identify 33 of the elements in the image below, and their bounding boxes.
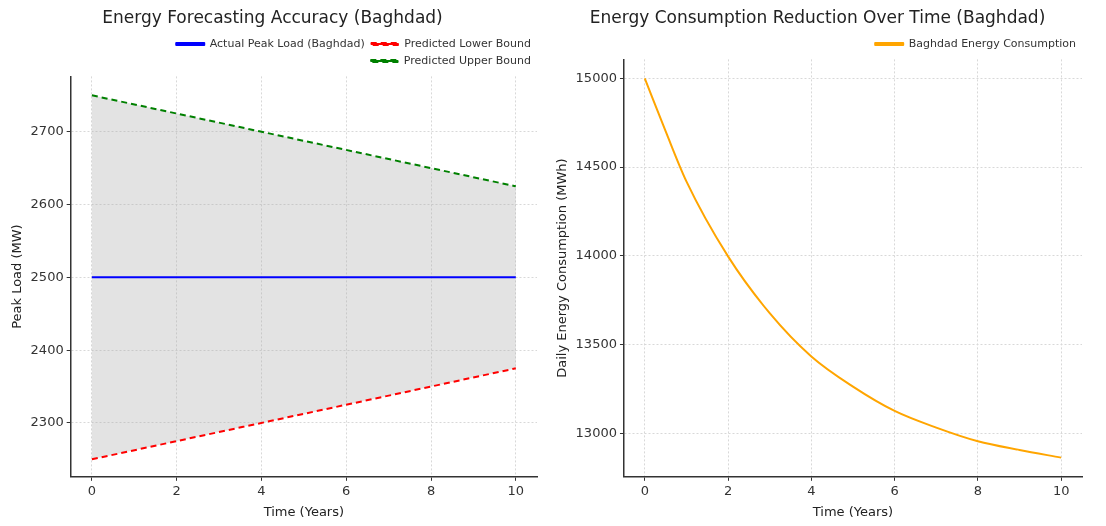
y-tick-label: 14000 [575, 247, 617, 263]
x-tick-label: 6 [890, 482, 899, 498]
line-series [643, 77, 1063, 459]
y-tick-label: 13000 [575, 424, 617, 440]
chart-title: Energy Consumption Reduction Over Time (Baghdad) [589, 6, 1046, 27]
y-tick-label: 14500 [575, 158, 617, 174]
x-tick-label: 0 [87, 482, 97, 498]
y-tick-label: 13500 [575, 335, 617, 351]
y-tick-label: 2500 [30, 268, 64, 284]
legend-label: Actual Peak Load (Baghdad) [209, 36, 365, 50]
x-tick-label: 8 [973, 482, 983, 498]
y-axis-title: Daily Energy Consumption (MWh) [554, 158, 570, 378]
x-tick-label: 10 [507, 482, 525, 498]
x-tick-label: 6 [342, 482, 351, 498]
x-tick-label: 4 [807, 482, 816, 498]
y-axis-title: Peak Load (MW) [9, 224, 25, 329]
y-tick-label: 15000 [575, 69, 617, 85]
y-tick-label: 2300 [30, 414, 64, 430]
y-tick-label: 2700 [30, 123, 64, 139]
x-tick-label: 8 [426, 482, 436, 498]
legend-label: Predicted Upper Bound [403, 53, 531, 67]
x-tick-label: 4 [257, 482, 266, 498]
legend-label: Predicted Lower Bound [404, 36, 532, 50]
legend-label: Baghdad Energy Consumption [908, 36, 1077, 50]
x-tick-label: 0 [640, 482, 649, 498]
x-axis-title: Time (Years) [262, 503, 345, 519]
x-axis-title: Time (Years) [811, 503, 894, 519]
chart-title: Energy Forecasting Accuracy (Baghdad) [102, 6, 443, 27]
x-tick-label: 2 [723, 482, 733, 498]
y-tick-label: 2400 [30, 341, 64, 357]
y-tick-label: 2600 [30, 195, 64, 211]
x-tick-label: 2 [172, 482, 181, 498]
x-tick-label: 10 [1052, 482, 1070, 498]
